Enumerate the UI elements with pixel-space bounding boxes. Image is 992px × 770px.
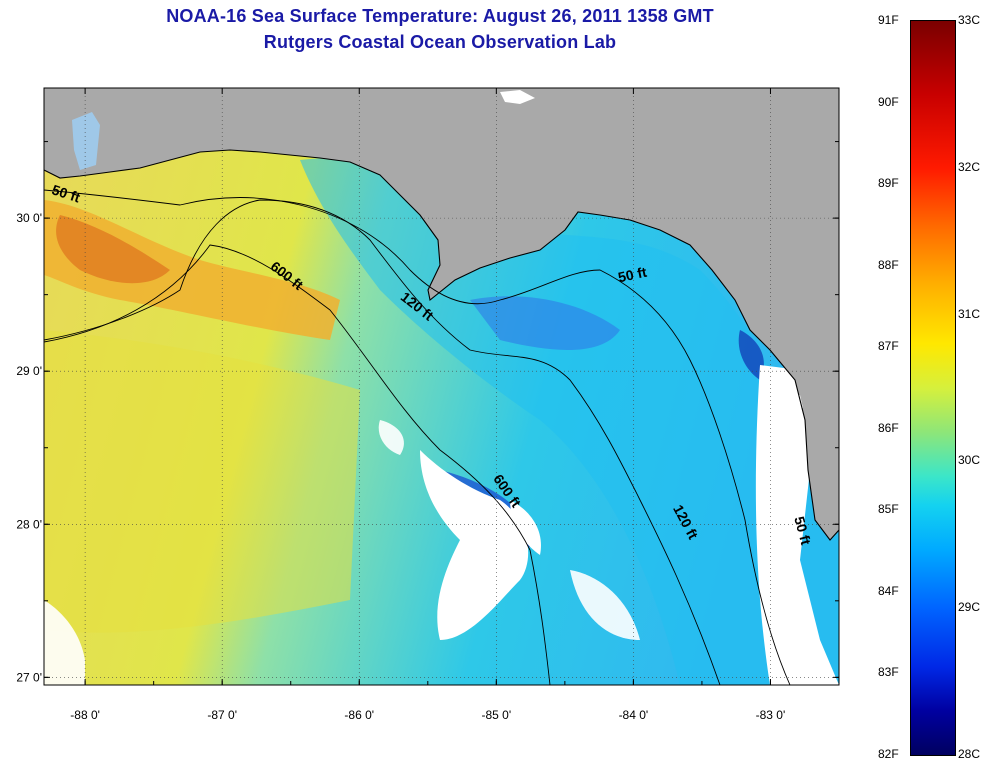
cloud-patch <box>378 420 404 455</box>
colorbar-label-f: 87F <box>878 339 899 354</box>
mid-region <box>44 330 360 633</box>
x-tick-label: -86 0' <box>344 708 374 722</box>
cloud-patch <box>570 570 640 640</box>
colorbar-label-c: 32C <box>958 159 981 174</box>
cloud-patch-main <box>420 450 529 640</box>
mobile-bay <box>72 112 100 170</box>
colorbar-label-f: 85F <box>878 502 899 517</box>
cloud-coast <box>755 365 839 685</box>
colorbar-label-c: 30C <box>958 453 981 468</box>
x-tick-label: -84 0' <box>619 708 649 722</box>
colorbar-label-f: 90F <box>878 94 899 109</box>
colorbar-label-f: 89F <box>878 176 899 191</box>
title-line-1: NOAA-16 Sea Surface Temperature: August … <box>166 6 714 26</box>
warm-region <box>44 200 340 340</box>
coastline <box>44 149 839 541</box>
colorbar-label-c: 33C <box>958 13 981 27</box>
x-tick-label: -87 0' <box>207 708 237 722</box>
isobath-50ft <box>44 189 791 685</box>
x-tick-label: -85 0' <box>481 708 511 722</box>
cold-region <box>470 296 620 350</box>
isobath-120ft <box>44 199 721 685</box>
cloud-patch-west <box>44 600 85 685</box>
hot-region <box>56 215 170 284</box>
y-tick-label: 30 0' <box>16 211 42 225</box>
land <box>44 88 839 540</box>
x-tick-label: -83 0' <box>756 708 786 722</box>
colorbar-label-c: 29C <box>958 600 981 615</box>
y-tick-label: 27 0' <box>16 670 42 684</box>
colorbar-label-c: 31C <box>958 306 981 321</box>
axis-ticks: -88 0' -87 0' -86 0' -85 0' -84 0' -83 0' 30 0… <box>16 88 840 722</box>
colorbar-label-c: 28C <box>958 747 981 761</box>
colorbar-label-f: 88F <box>878 257 899 272</box>
y-tick-label: 29 0' <box>16 364 42 378</box>
colorbar-label-f: 86F <box>878 420 899 435</box>
y-tick-label: 28 0' <box>16 517 42 531</box>
cold-coast-patch <box>738 330 764 380</box>
cloud-over-land <box>500 90 535 104</box>
colorbar-label-f: 82F <box>878 747 899 761</box>
x-tick-label: -88 0' <box>70 708 100 722</box>
title-line-2: Rutgers Coastal Ocean Observation Lab <box>263 32 617 52</box>
colorbar-label-f: 83F <box>878 665 899 680</box>
isobath-600ft <box>44 244 551 685</box>
cloud-patch <box>510 500 541 555</box>
contour-label: 50 ft <box>617 264 649 286</box>
temperature-colorbar <box>910 20 956 756</box>
map-frame <box>43 87 840 686</box>
colorbar-label-f: 84F <box>878 583 899 598</box>
colorbar-label-f: 91F <box>878 13 899 27</box>
contour-label: 50 ft <box>791 515 814 547</box>
gridlines <box>44 88 839 685</box>
cloud-over-land <box>784 392 803 410</box>
